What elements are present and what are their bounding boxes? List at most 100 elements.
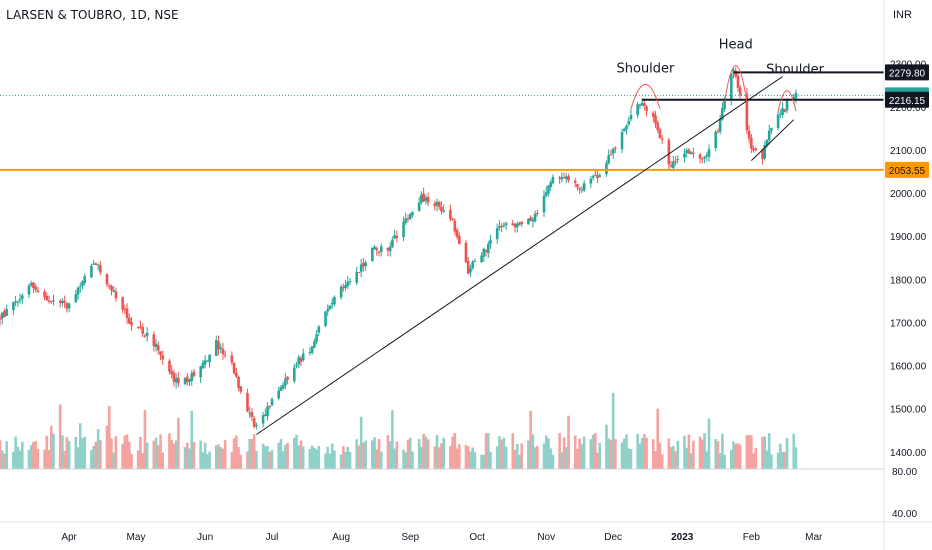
volume-bar (560, 452, 564, 469)
candle-body (393, 235, 396, 239)
candle-body (315, 334, 318, 342)
candle-body (723, 99, 726, 110)
candle-body (34, 286, 37, 290)
volume-bar (734, 443, 738, 469)
volume-bar (12, 451, 15, 469)
candle-body (76, 287, 80, 295)
volume-bar (188, 448, 191, 469)
candle-body (346, 281, 350, 286)
candle-body (219, 347, 223, 349)
volume-bar (221, 448, 225, 469)
candle-body (542, 195, 546, 213)
volume-bar (589, 439, 593, 469)
candle-body (411, 211, 414, 216)
volume-bar (255, 450, 258, 469)
candle-body (308, 352, 312, 354)
candle-body (457, 235, 461, 245)
volume-bar (299, 440, 303, 469)
volume-bar (348, 451, 352, 469)
candle-body (580, 189, 584, 191)
volume-bar (172, 443, 176, 469)
volume-bar (123, 435, 127, 469)
candle-body (99, 265, 102, 273)
price-level-value: 2053.55 (889, 166, 926, 177)
volume-bar (669, 447, 673, 469)
candle-body (582, 183, 586, 191)
volume-bar (424, 436, 428, 469)
volume-bar (141, 452, 144, 469)
candle-body (605, 163, 608, 175)
candle-body (640, 102, 644, 106)
volume-bar (674, 451, 677, 469)
volume-bar (442, 437, 445, 469)
volume-bar (43, 449, 46, 469)
volume-bar (52, 433, 55, 469)
candle-body (20, 295, 24, 299)
volume-bar (237, 446, 240, 469)
volume-bar (364, 440, 367, 469)
volume-bar (313, 447, 316, 469)
candle-body (422, 193, 425, 202)
volume-bar (344, 451, 347, 469)
candle-body (36, 290, 40, 293)
candle-body (136, 326, 140, 328)
candle-body (261, 415, 265, 424)
candle-body (286, 376, 289, 380)
volume-bar (779, 443, 782, 469)
candle-body (221, 348, 225, 355)
volume-bar (217, 444, 220, 469)
candle-body (638, 104, 642, 106)
candle-body (689, 152, 693, 155)
candle-body (495, 228, 499, 240)
pattern-drawings: Shoulder Head Shoulder (0, 38, 884, 435)
candle-body (112, 290, 116, 292)
volume-bar (393, 448, 396, 469)
volume-tick-label: 40.00 (892, 509, 917, 520)
volume-bar (192, 441, 196, 469)
candle-body (386, 247, 390, 251)
volume-bar (214, 445, 218, 469)
volume-bar (573, 435, 577, 469)
volume-bar (264, 446, 267, 469)
volume-bar (781, 451, 784, 469)
price-pane (0, 67, 798, 430)
volume-bar (301, 446, 305, 469)
time-tick-label: Aug (332, 532, 350, 543)
candle-body (692, 152, 695, 154)
volume-bar (235, 435, 238, 469)
volume-bar (794, 447, 798, 469)
volume-bar (513, 449, 517, 469)
candle-body (110, 286, 113, 291)
volume-bar (61, 435, 64, 469)
candle-body (90, 265, 93, 278)
candle-body (705, 155, 709, 157)
volume-bar (83, 436, 87, 469)
volume-bar (518, 454, 521, 469)
candle-body (297, 357, 301, 365)
candle-body (268, 405, 272, 407)
price-level-value: 2279.80 (889, 68, 926, 79)
volume-bar (536, 445, 539, 469)
price-axis-currency: INR (893, 9, 912, 21)
candle-body (442, 210, 445, 212)
candle-body (362, 262, 365, 267)
candle-body (81, 281, 84, 286)
volume-bar (689, 453, 693, 469)
candle-body (734, 71, 738, 77)
volume-bar (402, 449, 405, 469)
candle-body (310, 346, 314, 353)
price-tick-label: 2100.00 (890, 146, 927, 157)
volume-bar (78, 423, 82, 469)
candle-body (406, 218, 410, 220)
candle-body (714, 132, 717, 148)
candle-body (143, 335, 147, 337)
candle-body (375, 248, 379, 251)
volume-bar (63, 451, 66, 469)
candle-body (451, 218, 454, 220)
candle-body (440, 206, 443, 212)
volume-bar (14, 436, 17, 469)
volume-bar (502, 437, 506, 469)
candle-body (654, 115, 657, 124)
candle-body (250, 412, 254, 417)
